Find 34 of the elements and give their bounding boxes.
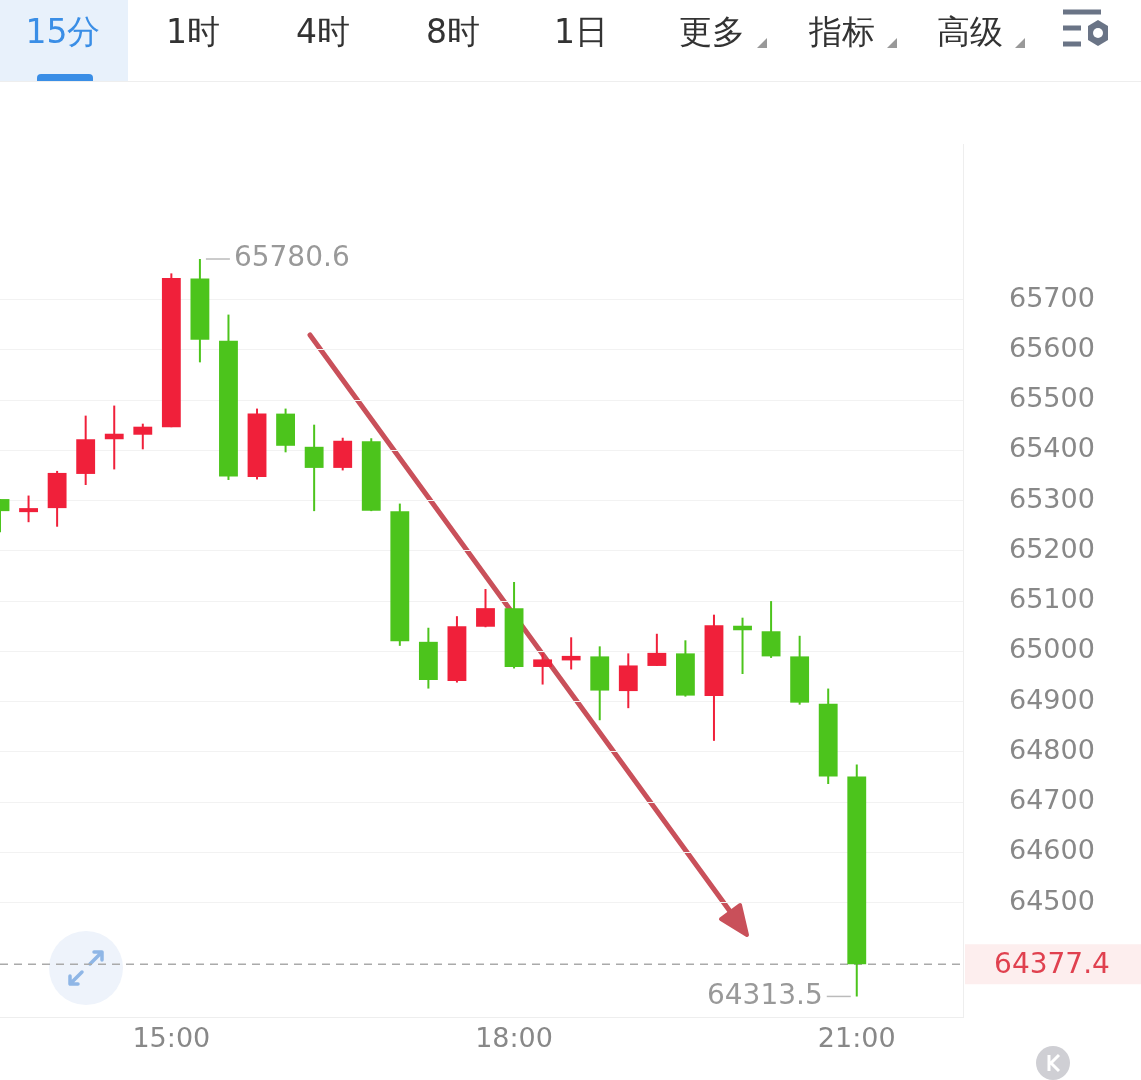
y-tick-label: 64800: [1009, 733, 1095, 765]
y-tick-label: 64700: [1009, 784, 1095, 816]
candlestick: [304, 423, 324, 513]
candlestick: [133, 422, 153, 451]
candlestick: [104, 404, 124, 471]
candlestick: [647, 632, 667, 667]
y-tick-label: 65300: [1009, 482, 1095, 514]
candlestick: [533, 652, 553, 686]
text: 15分: [25, 11, 101, 53]
text: 8时: [426, 11, 480, 53]
y-tick-label: 64600: [1009, 834, 1095, 866]
y-tick-label: 65100: [1009, 583, 1095, 615]
y-tick-label: 65200: [1009, 532, 1095, 564]
annotation: 64313.5: [706, 977, 823, 1011]
x-tick-label: 18:00: [475, 1022, 553, 1054]
annotation: 65780.6: [233, 240, 350, 274]
ref-line-label: 64377.4: [994, 946, 1110, 980]
text: 更多: [679, 11, 745, 53]
y-tick-label: 65000: [1009, 633, 1095, 665]
text: 高级: [937, 11, 1003, 53]
text: 1时: [166, 11, 220, 53]
y-tick-label: 65700: [1009, 281, 1095, 313]
candlestick: [476, 588, 495, 629]
y-tick-label: 64900: [1009, 683, 1095, 715]
text: 4时: [296, 11, 350, 53]
y-tick-label: 64500: [1009, 884, 1095, 916]
y-tick-label: 65600: [1009, 331, 1095, 363]
x-tick-label: 21:00: [817, 1022, 896, 1054]
y-tick-label: 65500: [1009, 382, 1095, 414]
y-tick-label: 65400: [1009, 432, 1095, 464]
text: 指标: [809, 11, 875, 53]
text: 1日: [554, 11, 608, 53]
candlestick: [19, 494, 38, 524]
x-tick-label: 15:00: [132, 1022, 211, 1054]
